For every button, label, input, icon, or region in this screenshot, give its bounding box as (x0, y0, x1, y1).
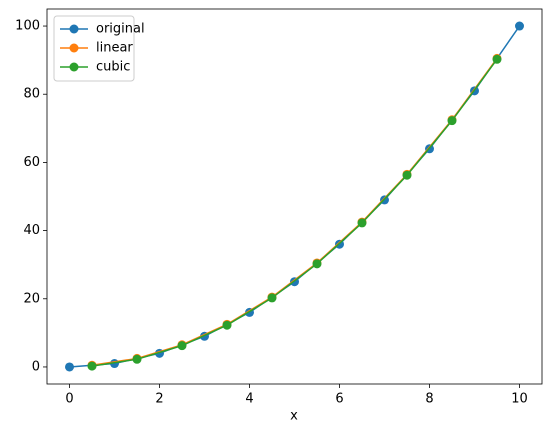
x-tick-label: 2 (155, 392, 163, 407)
series-line (91, 58, 498, 367)
x-tick-label: 8 (425, 392, 433, 407)
legend-label: original (96, 22, 145, 37)
x-axis-label: x (290, 409, 298, 424)
y-tick-label: 20 (23, 291, 40, 306)
data-point (222, 320, 232, 330)
series-line (69, 25, 521, 368)
data-point (492, 54, 502, 64)
y-tick-label: 100 (15, 19, 40, 34)
series-line (91, 57, 498, 366)
legend-label: linear (96, 41, 133, 56)
data-point (132, 354, 142, 364)
x-tick-label: 10 (511, 392, 528, 407)
x-tick-label: 4 (245, 392, 253, 407)
y-tick-label: 40 (23, 223, 40, 238)
data-point (312, 259, 322, 269)
x-tick-label: 6 (335, 392, 343, 407)
data-point (447, 116, 457, 126)
data-point (267, 293, 277, 303)
legend-marker (69, 24, 79, 34)
y-tick-label: 0 (32, 359, 40, 374)
data-point (515, 21, 524, 31)
y-tick-label: 80 (23, 87, 40, 102)
plot-frame (46, 8, 543, 385)
data-point (357, 218, 367, 228)
legend-marker (69, 43, 79, 53)
y-tick-label: 60 (23, 155, 40, 170)
legend-label: cubic (96, 60, 130, 75)
data-point (65, 362, 74, 372)
data-point (177, 341, 187, 351)
x-tick-label: 0 (65, 392, 73, 407)
data-point (402, 170, 412, 180)
data-point (87, 361, 97, 371)
legend-marker (69, 62, 79, 72)
